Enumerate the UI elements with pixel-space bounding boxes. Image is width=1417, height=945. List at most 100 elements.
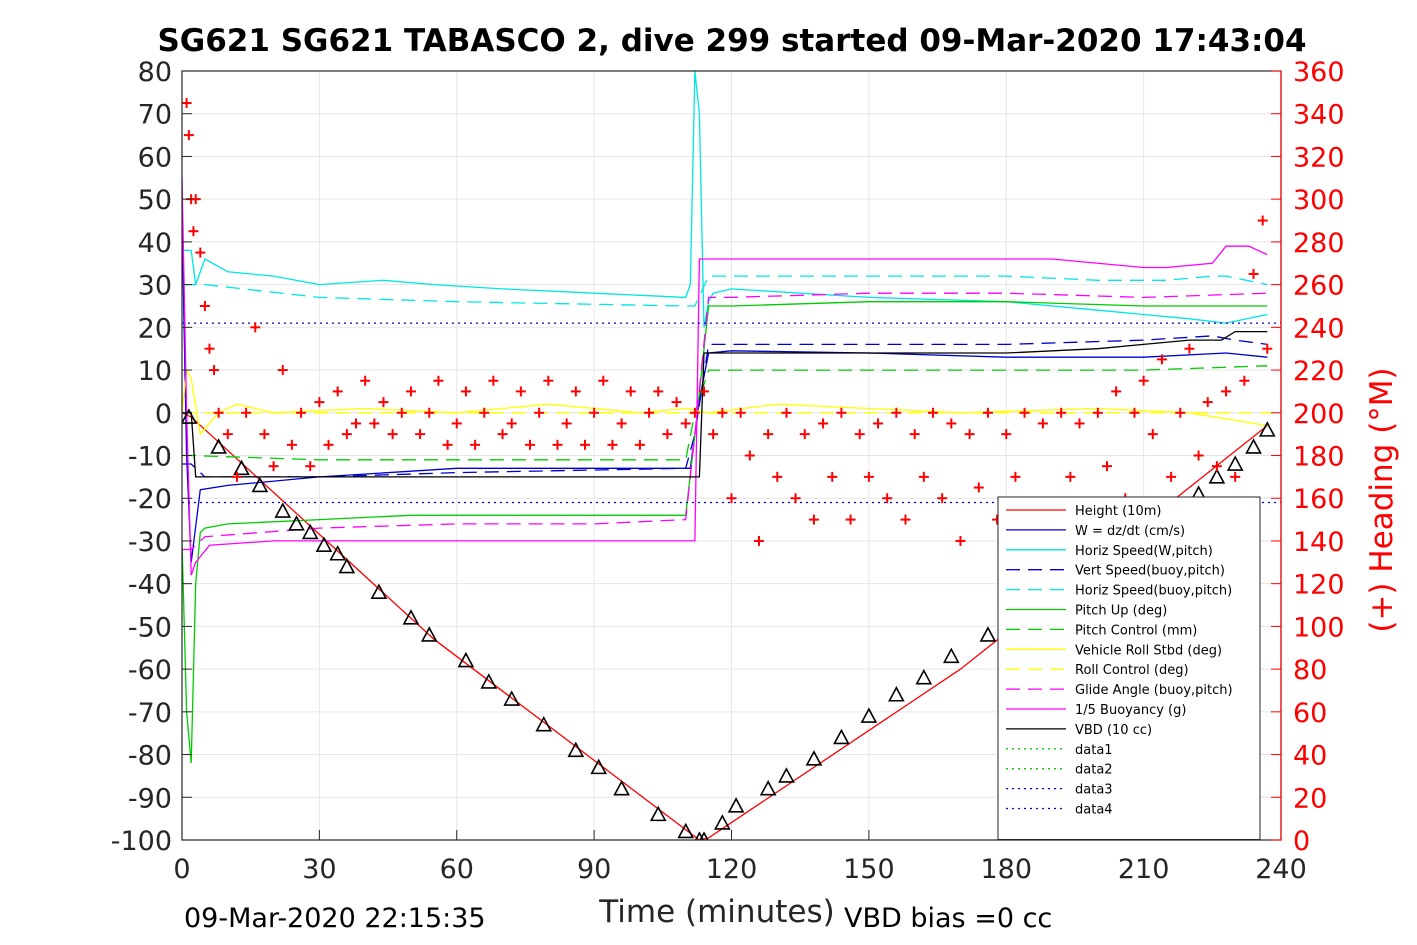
series-1-5-buoyancy-g bbox=[182, 177, 1268, 576]
x-axis-label: Time (minutes) bbox=[598, 894, 834, 930]
heading-marker bbox=[1211, 461, 1222, 472]
legend-entry: VBD (10 cc) bbox=[1075, 723, 1152, 738]
heading-marker bbox=[1156, 354, 1167, 365]
heading-marker bbox=[1092, 407, 1103, 418]
heading-marker bbox=[460, 386, 471, 397]
y-left-tick-label: -80 bbox=[128, 741, 172, 772]
heading-marker bbox=[190, 194, 201, 205]
vbd-marker bbox=[590, 758, 608, 775]
vbd-marker bbox=[778, 767, 795, 783]
heading-marker bbox=[314, 397, 325, 408]
heading-marker bbox=[744, 450, 755, 461]
heading-marker bbox=[772, 471, 783, 482]
heading-marker bbox=[415, 429, 426, 440]
heading-marker bbox=[836, 407, 847, 418]
vbd-marker bbox=[1208, 468, 1226, 484]
heading-marker bbox=[1221, 386, 1232, 397]
vbd-marker bbox=[182, 408, 198, 424]
heading-marker bbox=[296, 407, 307, 418]
heading-marker bbox=[241, 407, 252, 418]
heading-marker bbox=[1019, 407, 1030, 418]
vbd-marker bbox=[301, 523, 319, 540]
heading-marker bbox=[424, 407, 435, 418]
y-right-tick-label: 120 bbox=[1293, 570, 1345, 601]
heading-marker bbox=[188, 226, 199, 237]
heading-marker bbox=[717, 407, 728, 418]
heading-marker bbox=[231, 471, 242, 482]
heading-marker bbox=[598, 375, 609, 386]
heading-marker bbox=[199, 300, 210, 311]
heading-marker bbox=[525, 439, 536, 450]
heading-marker bbox=[1056, 407, 1067, 418]
heading-marker bbox=[708, 429, 719, 440]
heading-marker bbox=[506, 418, 517, 429]
series-pitch-up-deg bbox=[182, 301, 1268, 764]
vbd-marker bbox=[288, 515, 305, 531]
axis-ticks: 0 30 60 90 120 150 180 210 24080706050403020100-… bbox=[111, 57, 1345, 885]
heading-marker bbox=[570, 386, 581, 397]
vbd-marker bbox=[714, 814, 731, 830]
y-right-tick-label: 220 bbox=[1293, 356, 1345, 387]
y-right-tick-label: 160 bbox=[1293, 484, 1345, 515]
heading-marker bbox=[387, 429, 398, 440]
heading-marker bbox=[204, 343, 215, 354]
vbd-marker bbox=[329, 545, 347, 561]
heading-marker bbox=[286, 439, 297, 450]
heading-marker bbox=[369, 418, 380, 429]
vbd-marker bbox=[315, 536, 333, 553]
heading-marker bbox=[854, 429, 865, 440]
heading-marker bbox=[1166, 471, 1177, 482]
heading-marker bbox=[964, 429, 975, 440]
heading-marker bbox=[332, 386, 343, 397]
vbd-marker bbox=[613, 780, 630, 796]
series-layer bbox=[182, 71, 1281, 840]
x-tick-label: 60 bbox=[440, 854, 474, 885]
heading-marker bbox=[589, 407, 600, 418]
heading-marker bbox=[341, 429, 352, 440]
heading-marker bbox=[1257, 215, 1268, 226]
y-left-tick-label: -10 bbox=[128, 442, 172, 473]
legend-entry: 1/5 Buoyancy (g) bbox=[1075, 703, 1186, 718]
y-left-tick-label: -40 bbox=[128, 570, 172, 601]
heading-marker bbox=[543, 375, 554, 386]
vbd-marker bbox=[1245, 438, 1262, 454]
legend: Height (10m) W = dz/dt (cm/s) Horiz Speed(… bbox=[997, 496, 1261, 840]
y-right-tick-label: 80 bbox=[1293, 655, 1327, 686]
chart-title: SG621 SG621 TABASCO 2, dive 299 started … bbox=[157, 23, 1306, 59]
heading-marker bbox=[845, 514, 856, 525]
heading-marker bbox=[396, 407, 407, 418]
right-axis-label: (+) Heading (°M) bbox=[1364, 367, 1400, 632]
footer-vbd-bias: VBD bias =0 cc bbox=[844, 903, 1052, 934]
y-left-tick-label: 40 bbox=[138, 228, 172, 259]
y-right-tick-label: 200 bbox=[1293, 399, 1345, 430]
legend-entry: Glide Angle (buoy,pitch) bbox=[1075, 683, 1233, 698]
heading-marker bbox=[653, 386, 664, 397]
heading-marker bbox=[351, 418, 362, 429]
heading-marker bbox=[534, 407, 545, 418]
heading-marker bbox=[561, 418, 572, 429]
heading-marker bbox=[515, 386, 526, 397]
y-right-tick-label: 100 bbox=[1293, 612, 1345, 643]
legend-box bbox=[997, 496, 1261, 840]
x-tick-label: 150 bbox=[843, 854, 895, 885]
heading-marker bbox=[607, 439, 618, 450]
y-left-tick-label: 0 bbox=[155, 399, 172, 430]
heading-marker bbox=[360, 375, 371, 386]
y-left-tick-label: -50 bbox=[128, 612, 172, 643]
heading-marker bbox=[863, 471, 874, 482]
vbd-marker bbox=[402, 609, 420, 625]
legend-entry: Vert Speed(buoy,pitch) bbox=[1075, 564, 1225, 579]
x-tick-label: 90 bbox=[577, 854, 611, 885]
series-horiz-speed-buoy-pitch bbox=[182, 275, 1268, 307]
x-tick-label: 120 bbox=[706, 854, 758, 885]
heading-marker bbox=[209, 365, 220, 376]
vbd-marker bbox=[480, 673, 498, 689]
heading-marker bbox=[808, 514, 819, 525]
heading-marker bbox=[250, 322, 261, 333]
heading-marker bbox=[1202, 397, 1213, 408]
y-left-tick-label: 50 bbox=[138, 185, 172, 216]
heading-marker bbox=[1239, 375, 1250, 386]
y-left-tick-label: 30 bbox=[138, 271, 172, 302]
vbd-marker bbox=[677, 822, 695, 839]
heading-marker bbox=[405, 386, 416, 397]
